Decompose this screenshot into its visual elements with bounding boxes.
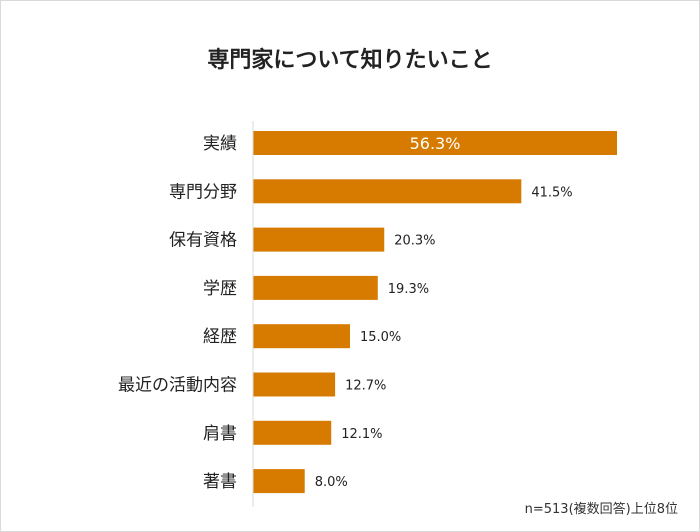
- bar-7: [253, 469, 305, 494]
- data-label: 19.3%: [388, 282, 429, 297]
- data-label: 15.0%: [360, 330, 401, 345]
- bar-0: [253, 131, 617, 155]
- category-label: 専門分野: [169, 182, 237, 202]
- data-label: 8.0%: [315, 475, 348, 490]
- bar-1: [253, 179, 522, 204]
- data-label: 41.5%: [531, 185, 572, 200]
- bar-2: [253, 227, 385, 252]
- data-label: 12.1%: [341, 427, 382, 442]
- category-label: 最近の活動内容: [118, 376, 237, 396]
- bar-6: [253, 420, 332, 445]
- data-label: 12.7%: [345, 379, 386, 394]
- category-label: 著書: [203, 472, 237, 492]
- category-label: 実績: [203, 134, 237, 154]
- chart-title: 専門家について知りたいこと: [207, 48, 493, 73]
- bar-5: [253, 372, 336, 397]
- data-label: 20.3%: [394, 234, 435, 249]
- sample-note: n=513(複数回答)上位8位: [524, 502, 678, 517]
- category-label: 肩書: [203, 424, 237, 444]
- category-label: 学歴: [203, 279, 237, 299]
- category-label: 経歴: [203, 327, 237, 347]
- data-label: 56.3%: [410, 134, 461, 153]
- bar-4: [253, 324, 350, 349]
- category-label: 保有資格: [169, 231, 237, 251]
- bar-3: [253, 275, 378, 300]
